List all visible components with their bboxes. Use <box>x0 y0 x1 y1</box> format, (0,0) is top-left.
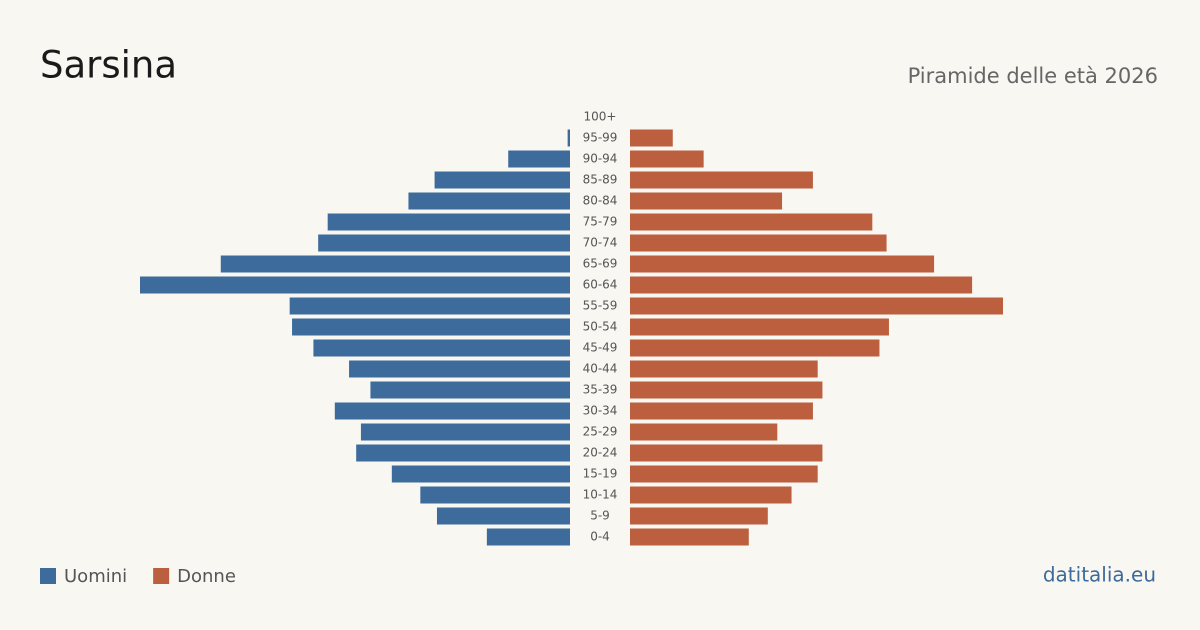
category-label: 35-39 <box>583 383 618 397</box>
bar <box>408 192 570 210</box>
bar <box>436 507 570 525</box>
category-label: 80-84 <box>583 194 618 208</box>
legend-label: Uomini <box>64 566 127 587</box>
bar <box>630 528 749 546</box>
bar <box>360 423 570 441</box>
bar <box>318 234 570 252</box>
bar <box>220 255 570 273</box>
category-label: 75-79 <box>583 215 618 229</box>
bar <box>630 381 823 399</box>
category-label: 30-34 <box>583 404 618 418</box>
bar <box>630 423 778 441</box>
category-label: 15-19 <box>583 467 618 481</box>
bar <box>289 297 570 315</box>
bar <box>630 318 889 336</box>
bar <box>630 444 823 462</box>
bar <box>630 339 880 357</box>
bar <box>630 507 768 525</box>
bar <box>486 528 570 546</box>
category-label: 5-9 <box>590 509 610 523</box>
bar <box>140 276 570 294</box>
bar <box>630 129 673 147</box>
bar <box>349 360 570 378</box>
category-label: 65-69 <box>583 257 618 271</box>
category-label: 10-14 <box>583 488 618 502</box>
bar <box>356 444 570 462</box>
bar <box>630 360 818 378</box>
category-label: 90-94 <box>583 152 618 166</box>
bar <box>327 213 570 231</box>
source: datitalia.eu <box>1043 563 1156 587</box>
bar <box>334 402 570 420</box>
category-label: 40-44 <box>583 362 618 376</box>
category-label: 95-99 <box>583 131 618 145</box>
category-label: 45-49 <box>583 341 618 355</box>
bar <box>630 255 935 273</box>
bar <box>630 192 783 210</box>
category-label: 25-29 <box>583 425 618 439</box>
bar <box>630 276 973 294</box>
bar <box>630 213 873 231</box>
bar <box>630 171 813 189</box>
bar <box>391 465 570 483</box>
legend-swatch <box>153 568 170 584</box>
legend-swatch <box>40 568 56 584</box>
bar <box>567 129 570 147</box>
bar <box>370 381 570 399</box>
category-label: 70-74 <box>583 236 618 250</box>
bar <box>508 150 570 168</box>
category-label: 0-4 <box>590 530 610 544</box>
bar <box>630 150 704 168</box>
chart-subtitle: Piramide delle età 2026 <box>908 64 1158 88</box>
bar <box>420 486 570 504</box>
bar <box>630 297 1003 315</box>
legend-label: Donne <box>177 566 236 587</box>
category-label: 85-89 <box>583 173 618 187</box>
bar <box>630 234 887 252</box>
bar <box>292 318 570 336</box>
bar <box>313 339 570 357</box>
bar <box>630 465 818 483</box>
bar <box>630 486 792 504</box>
category-label: 60-64 <box>583 278 618 292</box>
category-label: 20-24 <box>583 446 618 460</box>
bar <box>630 402 813 420</box>
bar <box>434 171 570 189</box>
category-label: 100+ <box>584 110 617 124</box>
category-label: 55-59 <box>583 299 618 313</box>
category-label: 50-54 <box>583 320 618 334</box>
chart-title: Sarsina <box>40 44 177 87</box>
